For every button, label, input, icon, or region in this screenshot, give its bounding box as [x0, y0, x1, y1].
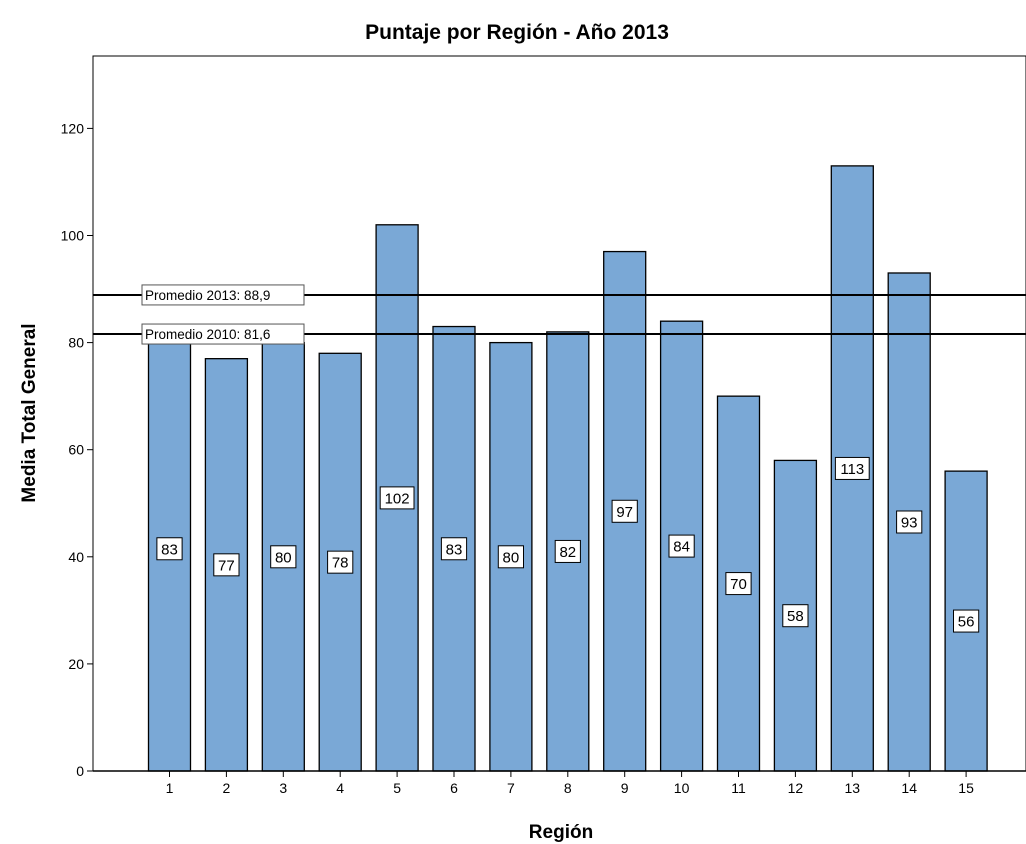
x-tick-label: 14	[901, 780, 917, 796]
x-tick-label: 9	[621, 780, 629, 796]
x-tick-label: 13	[845, 780, 861, 796]
data-label: 56	[958, 614, 975, 631]
y-tick-label: 20	[68, 656, 84, 672]
data-label-box	[611, 499, 638, 523]
data-label-box	[497, 545, 524, 569]
data-label-box	[213, 553, 240, 577]
reference-label-box	[141, 323, 305, 345]
y-axis-title: Media Total General	[19, 323, 40, 502]
data-label-box	[554, 539, 581, 563]
data-label-box	[270, 545, 297, 569]
plot-frame	[92, 55, 1026, 771]
x-tick-label: 6	[450, 780, 458, 796]
data-label-box	[668, 534, 695, 558]
data-label: 80	[503, 549, 520, 566]
data-label: 102	[385, 490, 410, 507]
data-label-box	[725, 572, 752, 596]
y-tick-label: 80	[68, 335, 84, 351]
data-label: 113	[840, 461, 864, 478]
x-tick-label: 12	[788, 780, 804, 796]
data-label: 83	[446, 541, 463, 558]
x-tick-label: 5	[393, 780, 401, 796]
x-tick-label: 7	[507, 780, 515, 796]
data-label-box	[327, 550, 354, 574]
data-label-box	[156, 537, 183, 561]
y-tick-label: 100	[61, 228, 85, 244]
x-tick-label: 2	[223, 780, 231, 796]
data-label-box	[782, 604, 809, 628]
data-label: 84	[673, 539, 690, 556]
x-axis-title: Región	[529, 822, 593, 843]
bar	[318, 352, 362, 772]
reference-label: Promedio 2010: 81,6	[145, 327, 270, 342]
data-label-box	[953, 609, 980, 633]
data-label: 93	[901, 514, 918, 531]
x-tick-label: 4	[336, 780, 344, 796]
chart-title: Puntaje por Región - Año 2013	[365, 21, 669, 44]
reference-label: Promedio 2013: 88,9	[145, 288, 270, 303]
data-label: 82	[559, 544, 576, 561]
data-label: 97	[616, 504, 633, 521]
y-tick-label: 120	[61, 120, 85, 136]
data-label: 78	[332, 555, 349, 572]
data-label: 83	[161, 541, 178, 558]
data-label: 58	[787, 608, 804, 625]
data-label-box	[896, 510, 923, 534]
x-tick-label: 8	[564, 780, 572, 796]
x-tick-label: 10	[674, 780, 690, 796]
y-tick-label: 0	[76, 763, 84, 779]
data-label-box	[379, 486, 415, 510]
data-label-box	[440, 537, 468, 561]
x-tick-label: 11	[731, 780, 746, 796]
data-label: 70	[730, 576, 747, 593]
y-tick-label: 40	[68, 549, 84, 565]
data-label: 80	[275, 549, 292, 566]
data-label: 77	[218, 557, 235, 574]
data-label-box	[834, 456, 870, 480]
x-tick-label: 1	[166, 780, 174, 796]
x-tick-label: 15	[958, 780, 974, 796]
x-tick-label: 3	[279, 780, 287, 796]
reference-label-box	[141, 284, 305, 306]
y-tick-label: 60	[68, 442, 84, 458]
